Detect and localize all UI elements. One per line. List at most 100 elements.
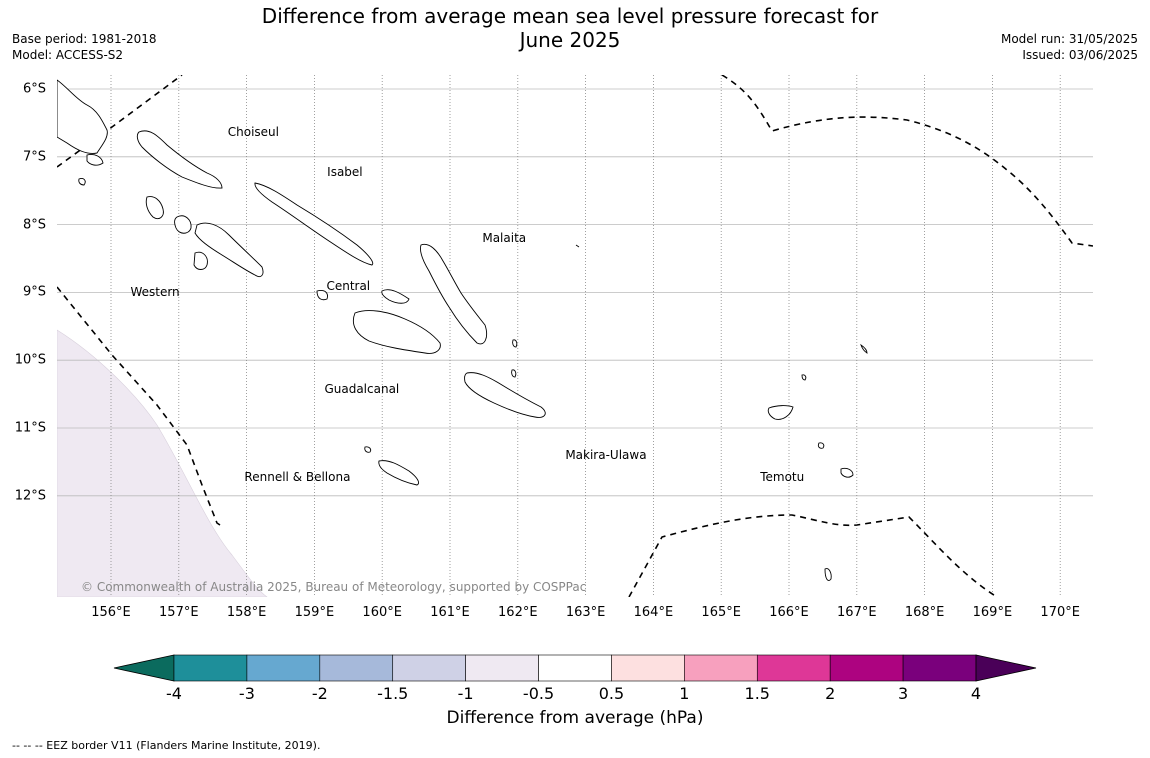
colorbar-tick-label: -0.5 xyxy=(522,684,555,703)
ontong-java-atoll xyxy=(575,244,580,248)
colorbar-tick-label: 1.5 xyxy=(744,684,770,703)
latitude-tick-label: 7°S xyxy=(22,149,46,165)
longitude-tick-label: 159°E xyxy=(294,605,335,620)
issued-date: Issued: 03/06/2025 xyxy=(1022,48,1138,62)
rendova-island xyxy=(193,251,208,270)
colorbar-extend-low xyxy=(113,654,175,682)
sikaiana-atoll xyxy=(512,339,518,348)
meta-right: Model run: 31/05/2025 Issued: 03/06/2025 xyxy=(1001,31,1138,63)
colorbar-tick-label: -1.5 xyxy=(377,684,409,703)
longitude-tick-label: 165°E xyxy=(701,605,741,620)
isabel-island xyxy=(254,182,374,266)
colorbar-cell xyxy=(756,654,831,682)
colorbar-label: Difference from average (hPa) xyxy=(446,708,704,728)
longitude-tick-label: 161°E xyxy=(430,605,470,620)
rennell-island xyxy=(378,460,420,486)
model-name: Model: ACCESS-S2 xyxy=(12,48,124,62)
vanikoro-island xyxy=(840,467,854,478)
longitude-tick-label: 158°E xyxy=(226,605,267,620)
colorbar-cell xyxy=(684,654,758,682)
map-title: Difference from average mean sea level p… xyxy=(250,4,890,52)
colorbar-extend-high xyxy=(975,654,1037,682)
latitude-tick-label: 10°S xyxy=(14,352,46,368)
longitude-tick-label: 163°E xyxy=(565,605,606,620)
colorbar xyxy=(113,654,1037,682)
ulawa-island xyxy=(511,369,517,378)
santa-cruz-island xyxy=(767,405,794,420)
colorbar-cell xyxy=(465,654,539,682)
graticule xyxy=(57,75,1093,597)
province-label: Makira-Ulawa xyxy=(565,448,647,463)
kolombangara-island xyxy=(174,215,192,234)
eez-borders xyxy=(57,75,1093,597)
guadalcanal-island xyxy=(352,310,441,354)
colorbar-tick-label: 4 xyxy=(970,684,982,703)
latitude-tick-label: 9°S xyxy=(22,284,46,300)
longitude-tick-label: 156°E xyxy=(91,605,131,620)
province-label: Guadalcanal xyxy=(324,381,400,396)
province-label: Temotu xyxy=(760,469,805,484)
colorbar-cell xyxy=(173,654,248,682)
eez-border-north-east xyxy=(721,75,1093,247)
eez-border-south-east xyxy=(628,514,998,597)
longitude-tick-label: 166°E xyxy=(769,605,809,620)
vella-lavella-island xyxy=(145,196,164,220)
latitude-tick-label: 8°S xyxy=(22,217,46,233)
colorbar-cell xyxy=(319,654,394,682)
colorbar-tick-label: -3 xyxy=(238,684,255,703)
buka-island xyxy=(86,154,104,166)
colorbar-cells xyxy=(113,654,1037,682)
longitude-tick-label: 167°E xyxy=(837,605,877,620)
shortland-islands xyxy=(78,178,86,186)
colorbar-tick-label: -4 xyxy=(166,684,182,703)
anomaly-shading-region xyxy=(57,329,268,597)
colorbar-cell xyxy=(611,654,685,682)
colorbar-cell xyxy=(392,654,466,682)
latitude-tick-label: 11°S xyxy=(14,420,46,436)
base-period: Base period: 1981-2018 xyxy=(12,32,157,46)
map-panel: © Commonwealth of Australia 2025, Bureau… xyxy=(57,75,1093,597)
province-label: Western xyxy=(130,285,180,300)
copyright-notice: © Commonwealth of Australia 2025, Bureau… xyxy=(81,580,587,594)
reef-islands xyxy=(860,343,868,354)
eez-footnote: -- -- -- EEZ border V11 (Flanders Marine… xyxy=(12,739,321,752)
longitude-tick-label: 168°E xyxy=(904,605,945,620)
province-label: Choiseul xyxy=(227,124,279,139)
longitude-tick-label: 160°E xyxy=(362,605,402,620)
colorbar-tick-label: -1 xyxy=(457,684,474,703)
colorbar-tick-label: 1 xyxy=(679,684,690,703)
province-label: Isabel xyxy=(327,164,363,179)
colorbar-cell xyxy=(829,654,904,682)
longitude-tick-label: 164°E xyxy=(633,605,674,620)
new-georgia-island xyxy=(194,222,264,278)
latitude-tick-label: 6°S xyxy=(22,81,46,97)
florida-islands xyxy=(381,289,410,304)
longitude-tick-label: 162°E xyxy=(498,605,538,620)
coastlines xyxy=(57,79,868,581)
longitude-tick-label: 169°E xyxy=(972,605,1013,620)
eez-border-southwest xyxy=(57,286,221,526)
eez-border-west xyxy=(57,75,183,168)
meta-left: Base period: 1981-2018 Model: ACCESS-S2 xyxy=(12,31,157,63)
bellona-island xyxy=(364,446,372,453)
colorbar-cell xyxy=(538,654,612,682)
latitude-tick-label: 12°S xyxy=(14,488,46,504)
province-label: Central xyxy=(326,278,371,293)
makira-island xyxy=(464,372,546,418)
longitude-tick-label: 170°E xyxy=(1040,605,1080,620)
longitude-tick-label: 157°E xyxy=(159,605,199,620)
bougainville-island xyxy=(57,79,108,154)
colorbar-tick-label: 2 xyxy=(825,684,836,703)
colorbar-tick-label: 0.5 xyxy=(598,684,625,703)
russell-islands xyxy=(316,290,328,301)
choiseul-island xyxy=(136,130,223,189)
colorbar-tick-label: 3 xyxy=(897,684,909,703)
colorbar-cell xyxy=(902,654,977,682)
province-label: Malaita xyxy=(482,231,527,246)
tikopia-island xyxy=(824,568,832,581)
colorbar-cell xyxy=(246,654,321,682)
title-line-2: June 2025 xyxy=(519,28,621,52)
title-line-1: Difference from average mean sea level p… xyxy=(261,4,879,28)
colorbar-tick-label: -2 xyxy=(311,684,328,703)
province-label: Rennell & Bellona xyxy=(244,469,351,484)
